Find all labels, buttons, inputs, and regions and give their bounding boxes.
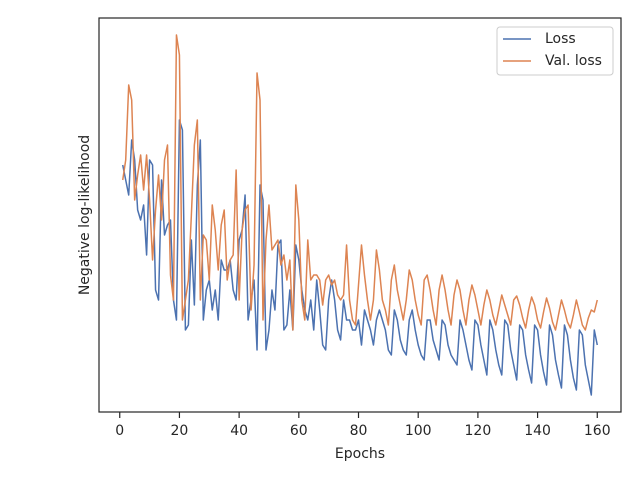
x-tick-label: 20 bbox=[171, 423, 189, 439]
x-axis-label: Epochs bbox=[335, 446, 385, 462]
plot-frame bbox=[98, 17, 622, 413]
line-series bbox=[121, 34, 598, 331]
x-tick-label: 160 bbox=[584, 423, 611, 439]
line-series bbox=[121, 119, 599, 396]
y-axis-label: Negative log-likelihood bbox=[77, 135, 93, 295]
x-tick-label: 0 bbox=[115, 423, 124, 439]
x-tick-label: 60 bbox=[290, 423, 308, 439]
x-tick-label: 140 bbox=[524, 423, 551, 439]
x-tick-label: 40 bbox=[230, 423, 248, 439]
legend-label: Val. loss bbox=[545, 53, 602, 69]
legend-label: Loss bbox=[545, 31, 576, 47]
x-tick-label: 100 bbox=[405, 423, 432, 439]
x-tick-label: 120 bbox=[465, 423, 492, 439]
x-tick-label: 80 bbox=[350, 423, 368, 439]
